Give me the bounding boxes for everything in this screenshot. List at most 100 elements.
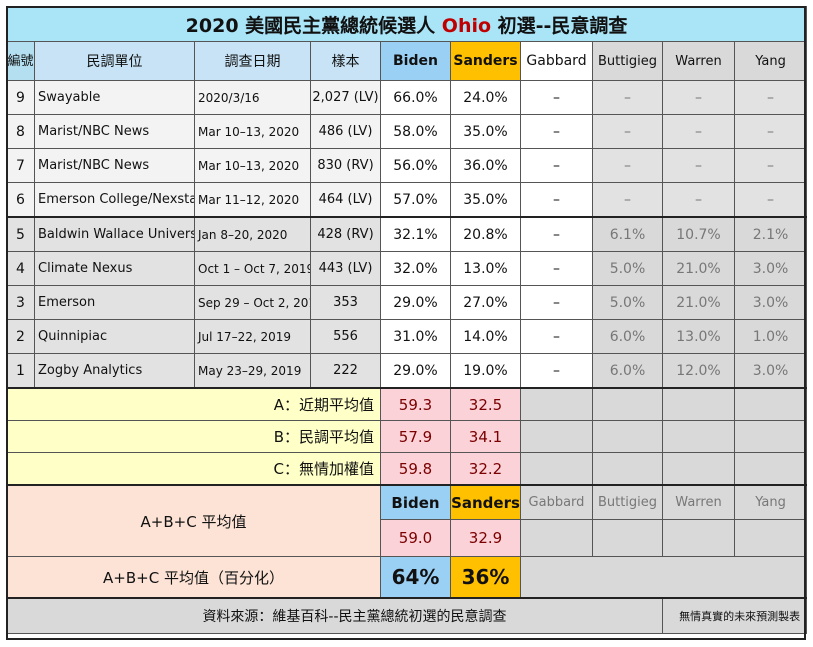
cell-buttigieg: – (592, 148, 663, 183)
footer-source: 資料來源：維基百科--民主黨總統初選的民意調查 (6, 597, 663, 634)
cell-biden: 29.0% (380, 353, 451, 389)
cell-buttigieg: – (592, 182, 663, 218)
average-biden: 59.8 (380, 452, 451, 486)
percent-sanders: 36% (450, 556, 521, 599)
combined-warren-label: Warren (662, 484, 735, 520)
average-empty (733, 452, 808, 486)
combined-biden: 59.0 (380, 519, 451, 557)
cell-biden: 32.1% (380, 216, 451, 252)
combined-header-row: A+B+C 平均值 Biden Sanders Gabbard Buttigieg War… (6, 484, 808, 557)
title-suffix: 初選--民意調查 (491, 14, 628, 37)
cell-gabbard: – (520, 319, 593, 354)
cell-sanders: 27.0% (450, 285, 521, 320)
footer-row: 資料來源：維基百科--民主黨總統初選的民意調查 無情真實的未來預測製表 (6, 597, 808, 634)
header-pollster: 民調單位 (34, 41, 195, 81)
cell-pollster: Swayable (34, 80, 195, 115)
cell-gabbard: – (520, 182, 593, 218)
average-row: C：無情加權值 59.8 32.2 (6, 452, 808, 486)
cell-yang: – (733, 148, 808, 183)
cell-warren: 21.0% (662, 285, 735, 320)
average-row: A：近期平均值 59.3 32.5 (6, 387, 808, 421)
cell-gabbard: – (520, 216, 593, 252)
cell-sample: 353 (310, 285, 381, 320)
header-warren: Warren (662, 41, 735, 81)
table-row: 7 Marist/NBC News Mar 10–13, 2020 830 (RV) 5… (6, 148, 808, 183)
cell-sanders: 13.0% (450, 251, 521, 286)
table-frame (6, 6, 806, 640)
average-empty (733, 420, 808, 453)
average-empty (520, 452, 593, 486)
average-row: B：民調平均值 57.9 34.1 (6, 420, 808, 453)
percent-label: A+B+C 平均值（百分化） (6, 556, 381, 599)
cell-warren: – (662, 114, 735, 149)
header-yang: Yang (733, 41, 808, 81)
cell-sanders: 35.0% (450, 114, 521, 149)
combined-empty (733, 519, 808, 557)
combined-yang-label: Yang (733, 484, 808, 520)
cell-pollster: Emerson (34, 285, 195, 320)
cell-no: 3 (6, 285, 35, 320)
cell-pollster: Marist/NBC News (34, 114, 195, 149)
cell-sanders: 36.0% (450, 148, 521, 183)
combined-sanders: 32.9 (450, 519, 521, 557)
cell-date: Sep 29 – Oct 2, 2019 (194, 285, 311, 320)
combined-biden-label: Biden (380, 484, 451, 520)
cell-gabbard: – (520, 148, 593, 183)
cell-warren: 12.0% (662, 353, 735, 389)
combined-empty (592, 519, 663, 557)
table-row: 6 Emerson College/Nexstar Mar 11–12, 2020 4… (6, 182, 808, 218)
average-empty (662, 420, 735, 453)
cell-no: 4 (6, 251, 35, 286)
cell-pollster: Zogby Analytics (34, 353, 195, 389)
cell-sanders: 24.0% (450, 80, 521, 115)
average-empty (592, 452, 663, 486)
title-state: Ohio (441, 14, 492, 37)
footer-credit: 無情真實的未來預測製表 (661, 597, 808, 634)
cell-buttigieg: 5.0% (592, 251, 663, 286)
header-sample: 樣本 (310, 41, 381, 81)
combined-empty (662, 519, 735, 557)
cell-biden: 58.0% (380, 114, 451, 149)
combined-sanders-label: Sanders (450, 484, 521, 520)
cell-warren: – (662, 148, 735, 183)
cell-sanders: 19.0% (450, 353, 521, 389)
cell-date: Mar 10–13, 2020 (194, 114, 311, 149)
cell-pollster: Emerson College/Nexstar (34, 182, 195, 218)
combined-label: A+B+C 平均值 (6, 484, 381, 557)
cell-date: Mar 10–13, 2020 (194, 148, 311, 183)
cell-sanders: 35.0% (450, 182, 521, 218)
cell-sample: 443 (LV) (310, 251, 381, 286)
cell-yang: – (733, 114, 808, 149)
cell-no: 7 (6, 148, 35, 183)
title-prefix: 2020 美國民主黨總統候選人 (185, 14, 442, 37)
cell-yang: 3.0% (733, 251, 808, 286)
cell-sample: 222 (310, 353, 381, 389)
cell-sample: 830 (RV) (310, 148, 381, 183)
average-biden: 57.9 (380, 420, 451, 453)
average-label: C：無情加權值 (6, 452, 381, 486)
average-sanders: 32.2 (450, 452, 521, 486)
cell-warren: – (662, 182, 735, 218)
cell-yang: – (733, 182, 808, 218)
percent-biden: 64% (380, 556, 451, 599)
cell-no: 1 (6, 353, 35, 389)
cell-warren: 21.0% (662, 251, 735, 286)
table-row: 9 Swayable 2020/3/16 2,027 (LV) 66.0% 24.0% – –… (6, 80, 808, 115)
table-row: 4 Climate Nexus Oct 1 – Oct 7, 2019 443 (LV… (6, 251, 808, 286)
header-sanders: Sanders (450, 41, 521, 81)
header-date: 調查日期 (194, 41, 311, 81)
page-title: 2020 美國民主黨總統候選人 Ohio 初選--民意調查 (5, 6, 808, 42)
average-label: B：民調平均值 (6, 420, 381, 453)
cell-pollster: Quinnipiac (34, 319, 195, 354)
cell-buttigieg: 6.0% (592, 319, 663, 354)
cell-gabbard: – (520, 353, 593, 389)
cell-sanders: 14.0% (450, 319, 521, 354)
cell-no: 9 (6, 80, 35, 115)
header-biden: Biden (380, 41, 451, 81)
cell-no: 2 (6, 319, 35, 354)
cell-yang: – (733, 80, 808, 115)
cell-yang: 1.0% (733, 319, 808, 354)
cell-warren: 10.7% (662, 216, 735, 252)
